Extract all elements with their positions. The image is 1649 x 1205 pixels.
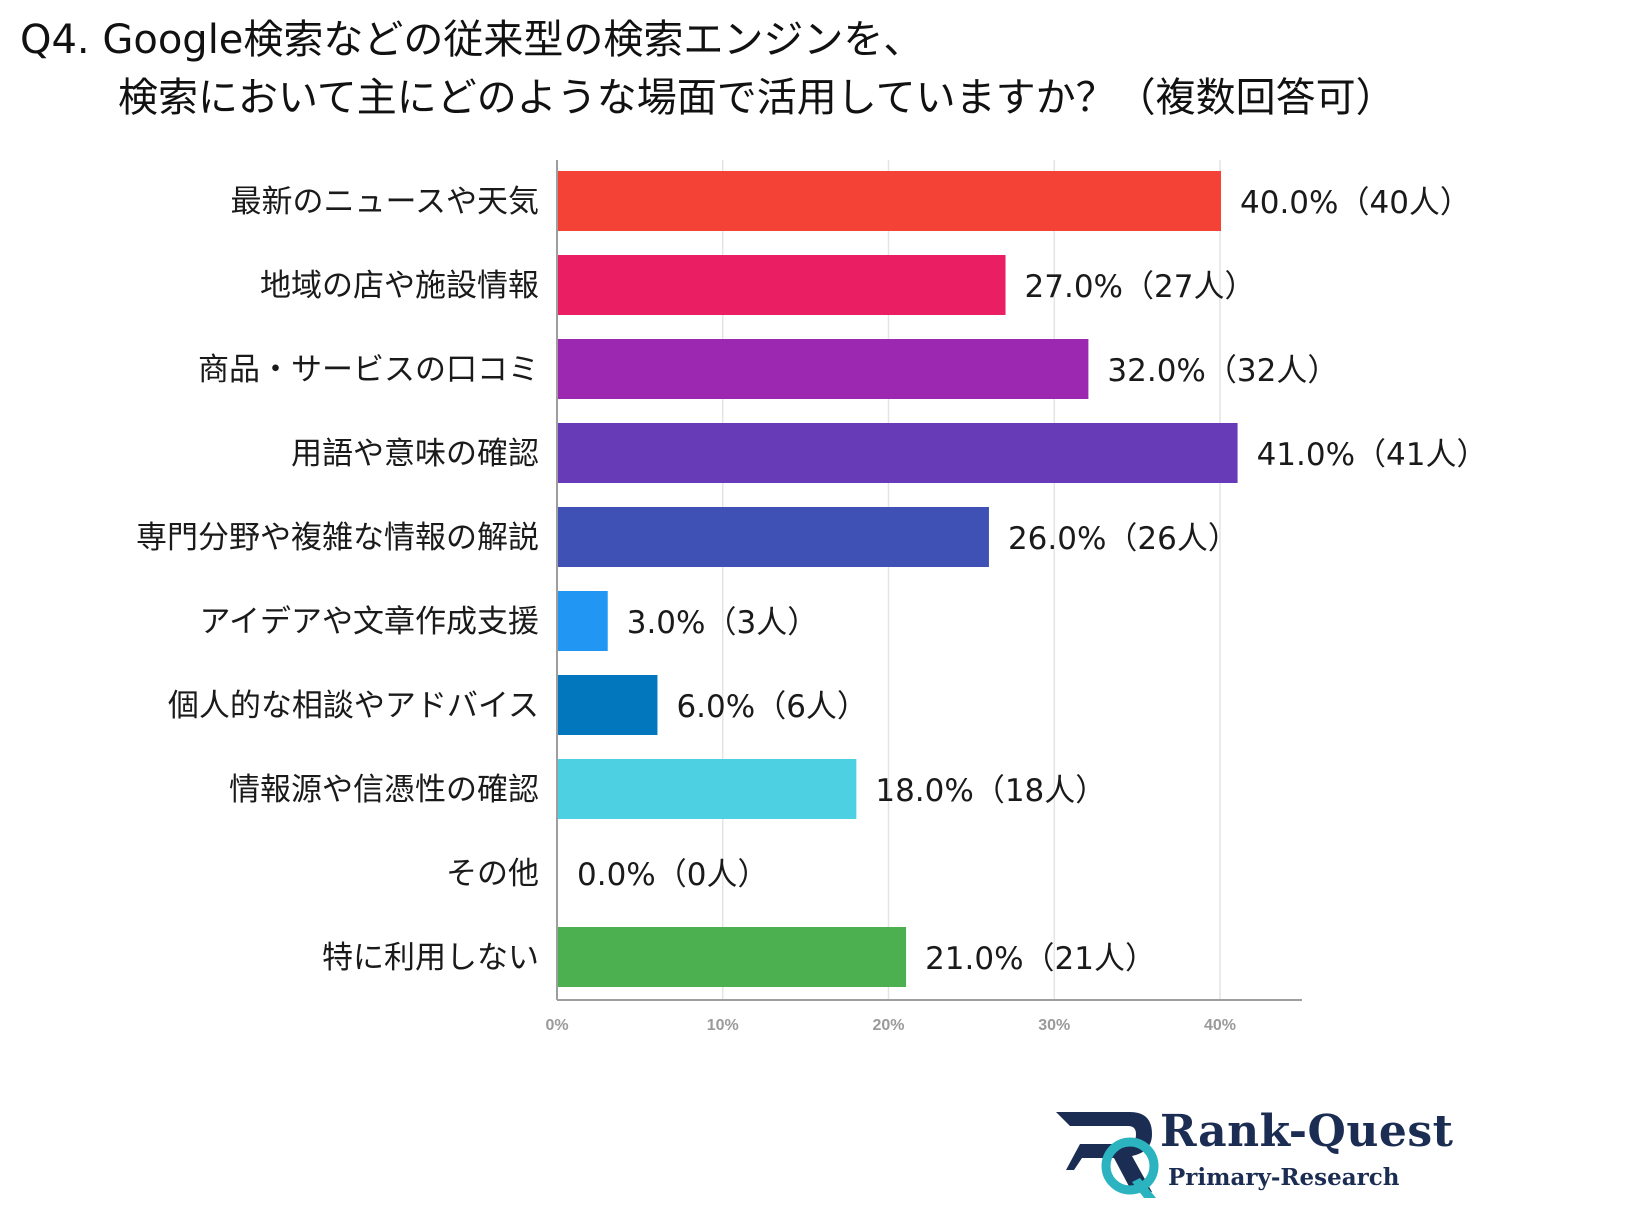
category-label: 個人的な相談やアドバイス (168, 688, 539, 724)
brand-name: Rank-Quest (1160, 1106, 1454, 1157)
bar (558, 927, 907, 987)
category-label: アイデアや文章作成支援 (200, 604, 539, 640)
rank-quest-logo-icon (1056, 1112, 1159, 1198)
bar (558, 255, 1006, 315)
label-layer: 最新のニュースや天気 40.0%（40人） 地域の店や施設情報 27.0%（27人） 商… (136, 184, 1488, 977)
category-label: その他 (446, 856, 539, 892)
brand-subtitle: Primary-Research (1168, 1164, 1400, 1191)
bar-chart: 最新のニュースや天気 40.0%（40人） 地域の店や施設情報 27.0%（27人） 商… (136, 160, 1488, 1034)
x-tick-label: 30% (1038, 1017, 1070, 1034)
category-label: 用語や意味の確認 (291, 436, 539, 472)
value-label: 27.0%（27人） (1025, 269, 1256, 305)
chart-title-line-2: 検索において主にどのような場面で活用していますか？（複数回答可） (118, 75, 1396, 121)
value-label: 32.0%（32人） (1107, 353, 1338, 389)
value-label: 0.0%（0人） (577, 857, 768, 893)
value-label: 6.0%（6人） (676, 689, 867, 725)
category-label: 最新のニュースや天気 (231, 184, 539, 220)
category-label: 情報源や信憑性の確認 (229, 772, 539, 808)
value-label: 41.0%（41人） (1257, 437, 1488, 473)
value-label: 40.0%（40人） (1240, 185, 1471, 221)
category-label: 専門分野や複雑な情報の解説 (136, 520, 539, 556)
bar (558, 675, 658, 735)
bar (558, 171, 1221, 231)
chart-title-line-1: Q4. Google検索などの従来型の検索エンジンを、 (20, 17, 924, 63)
tick-layer: 0% 10% 20% 30% 40% (545, 1017, 1236, 1034)
bar (558, 759, 857, 819)
bar (558, 423, 1238, 483)
bar-layer (558, 171, 1238, 987)
value-label: 21.0%（21人） (925, 941, 1156, 977)
value-label: 3.0%（3人） (627, 605, 818, 641)
bar (558, 507, 989, 567)
category-label: 商品・サービスの口コミ (198, 352, 539, 388)
x-tick-label: 10% (707, 1017, 739, 1034)
category-label: 地域の店や施設情報 (260, 268, 539, 304)
x-tick-label: 20% (872, 1017, 904, 1034)
x-tick-label: 40% (1204, 1017, 1236, 1034)
value-label: 18.0%（18人） (875, 773, 1106, 809)
x-tick-label: 0% (545, 1017, 568, 1034)
value-label: 26.0%（26人） (1008, 521, 1239, 557)
bar (558, 591, 608, 651)
category-label: 特に利用しない (322, 940, 539, 976)
bar (558, 339, 1089, 399)
